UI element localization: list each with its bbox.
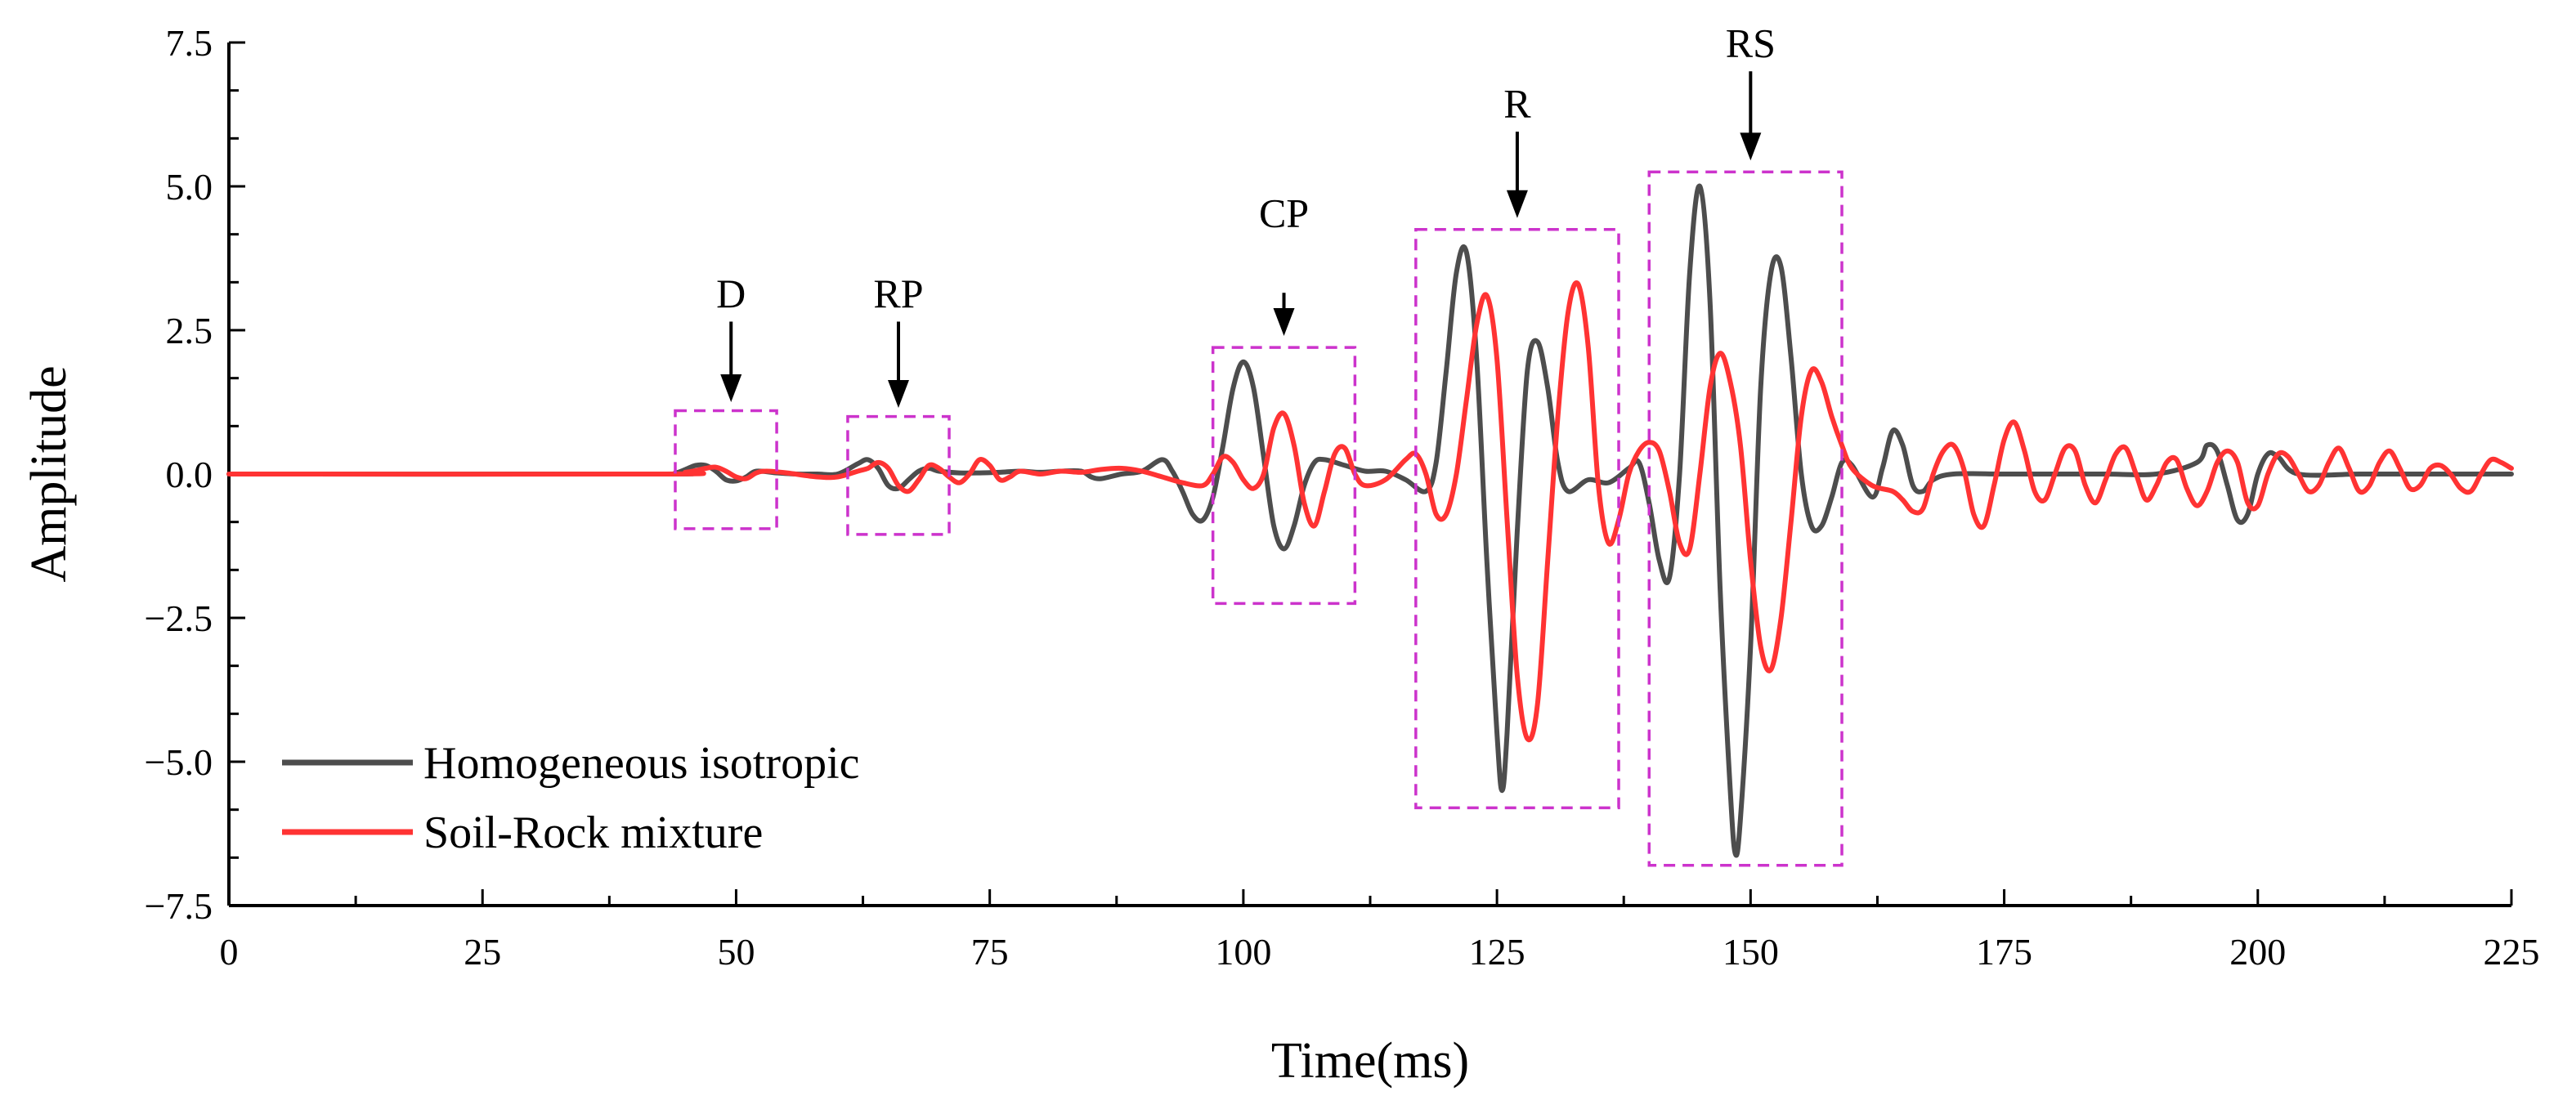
annotation-box-r — [1414, 228, 1620, 810]
legend-label-soil-rock: Soil-Rock mixture — [423, 808, 763, 858]
x-tick-label: 175 — [1976, 931, 2032, 973]
x-tick-label: 200 — [2229, 931, 2286, 973]
x-tick-label: 75 — [971, 931, 1009, 973]
annotation-label-rs: RS — [1726, 20, 1776, 66]
legend-label-homogeneous: Homogeneous isotropic — [423, 738, 859, 789]
x-tick-label: 0 — [220, 931, 239, 973]
x-tick-label: 150 — [1723, 931, 1779, 973]
annotation-box-cp — [1211, 346, 1357, 606]
annotation-label-d: D — [716, 271, 746, 316]
y-tick-label: −5.0 — [145, 741, 213, 783]
annotation-label-rp: RP — [873, 271, 923, 316]
annotation-box-d — [674, 409, 778, 530]
series-layer — [226, 183, 2514, 858]
y-tick-label: 7.5 — [166, 22, 213, 64]
x-ticks: 0 25 50 75 100 125 150 175 200 225 — [220, 889, 2540, 973]
y-tick-label: 0.0 — [166, 454, 213, 495]
annotation-arrowhead-rs — [1740, 132, 1762, 161]
legend: Homogeneous isotropic Soil-Rock mixture — [282, 738, 859, 858]
y-tick-label: −7.5 — [145, 885, 213, 927]
y-ticks: 7.5 5.0 2.5 0.0 −2.5 −5.0 −7.5 — [145, 22, 245, 927]
y-tick-label: −2.5 — [145, 597, 213, 639]
x-tick-label: 125 — [1469, 931, 1525, 973]
x-tick-label: 100 — [1215, 931, 1271, 973]
x-tick-label: 50 — [717, 931, 755, 973]
annotation-arrowhead-cp — [1273, 308, 1295, 337]
annotation-box-rp — [846, 414, 951, 536]
x-tick-label: 25 — [464, 931, 501, 973]
x-axis-title: Time(ms) — [1271, 1033, 1469, 1089]
y-tick-label: 2.5 — [166, 310, 213, 351]
series-line-homogeneous — [226, 183, 2514, 858]
annotation-box-rs — [1647, 170, 1844, 867]
annotation-arrowhead-d — [720, 374, 742, 402]
y-axis-title: Amplitude — [21, 365, 77, 582]
annotation-arrowhead-r — [1506, 190, 1528, 218]
x-tick-label: 225 — [2484, 931, 2540, 973]
annotation-label-r: R — [1503, 81, 1531, 127]
annotation-label-cp: CP — [1259, 190, 1309, 235]
annotation-arrowhead-rp — [887, 380, 909, 409]
series-line-soil-rock — [226, 280, 2514, 743]
y-tick-label: 5.0 — [166, 166, 213, 208]
annotations: D RP CP R RS — [674, 20, 1844, 867]
